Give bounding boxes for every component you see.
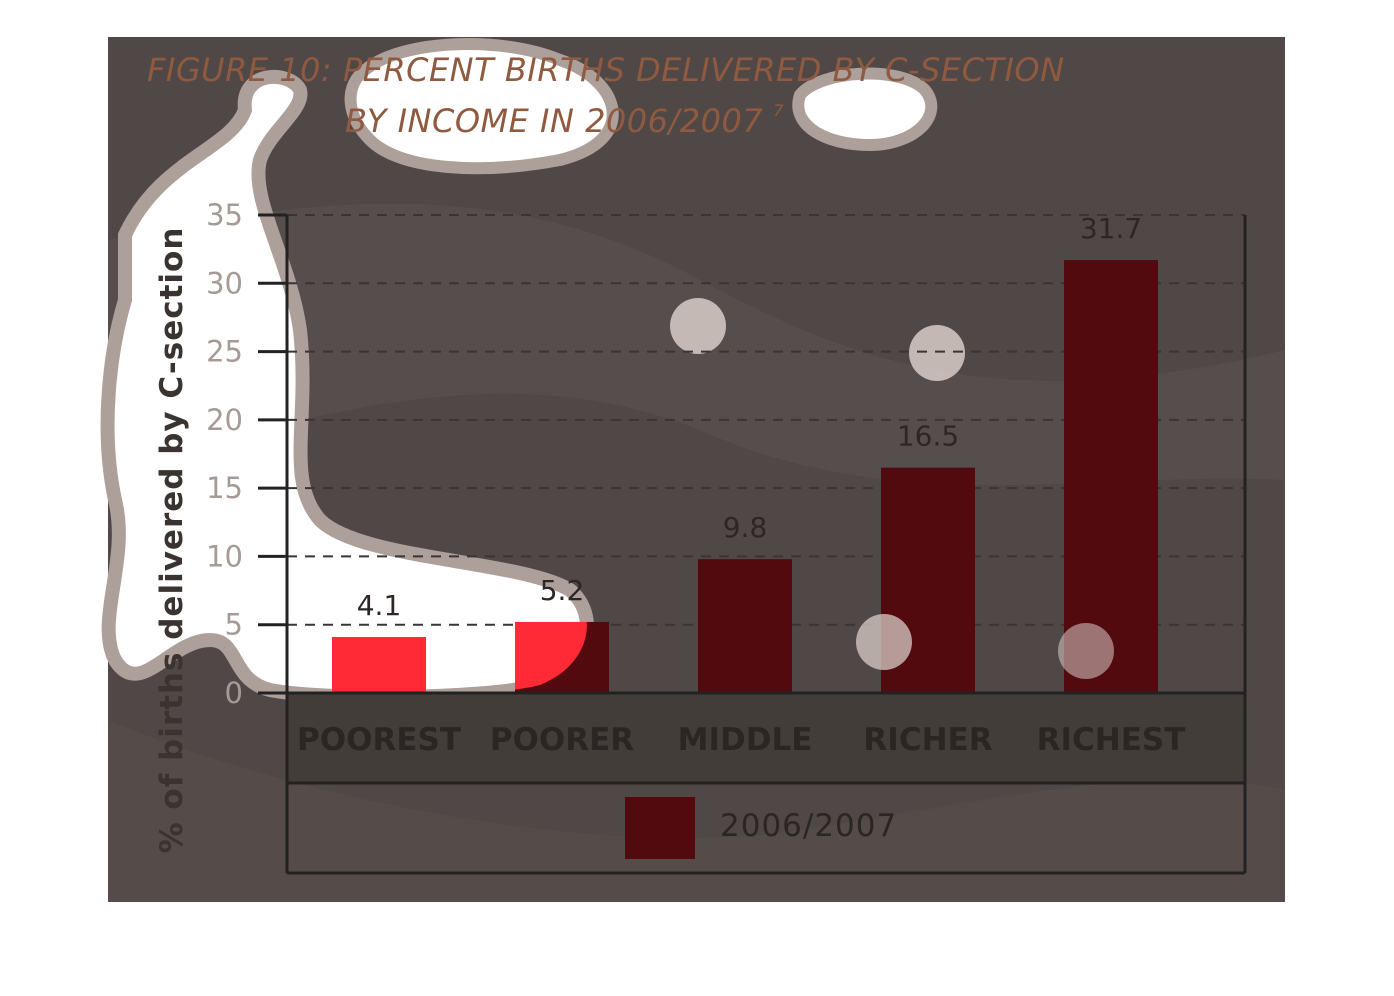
category-label: POOREST bbox=[297, 722, 461, 758]
y-tick-label: 15 bbox=[206, 471, 243, 505]
category-labels: POOREST POORER MIDDLE RICHER RICHEST bbox=[297, 722, 1185, 758]
chart-title-footnote: 7 bbox=[773, 101, 784, 120]
y-axis-ticks: 0 5 10 15 20 25 30 35 bbox=[206, 198, 287, 710]
data-label: 4.1 bbox=[357, 589, 402, 622]
category-label: MIDDLE bbox=[678, 722, 813, 758]
y-tick-label: 0 bbox=[225, 676, 243, 710]
legend-label: 2006/2007 bbox=[720, 808, 897, 844]
decorative-circles bbox=[856, 614, 1114, 679]
category-label: RICHEST bbox=[1037, 722, 1186, 758]
y-tick-label: 5 bbox=[225, 608, 243, 642]
bar bbox=[698, 559, 792, 693]
data-label: 9.8 bbox=[723, 511, 768, 544]
chart-title-line1: FIGURE 10: PERCENT BIRTHS DELIVERED BY C… bbox=[147, 51, 1065, 89]
bar bbox=[1064, 260, 1158, 693]
data-label: 16.5 bbox=[897, 420, 959, 453]
chart-title-line2: BY INCOME IN 2006/2007 7 bbox=[345, 101, 784, 140]
bar-highlights bbox=[332, 621, 587, 693]
category-label: POORER bbox=[490, 722, 634, 758]
y-tick-label: 35 bbox=[206, 198, 243, 232]
legend-swatch bbox=[625, 797, 695, 859]
chart-title-line2-text: BY INCOME IN 2006/2007 bbox=[345, 102, 763, 140]
highlight-overlay bbox=[332, 621, 587, 693]
y-tick-label: 25 bbox=[206, 335, 243, 369]
data-label: 5.2 bbox=[540, 574, 585, 607]
y-axis-label: % of births delivered by C-section bbox=[154, 227, 190, 854]
data-labels: 4.1 5.2 9.8 16.5 31.7 bbox=[357, 212, 1142, 622]
decorative-blobs bbox=[100, 38, 965, 704]
category-label: RICHER bbox=[863, 722, 992, 758]
data-label: 31.7 bbox=[1080, 212, 1142, 245]
bar-highlight bbox=[332, 637, 426, 693]
y-tick-label: 20 bbox=[206, 403, 243, 437]
y-tick-label: 30 bbox=[206, 266, 243, 300]
y-tick-label: 10 bbox=[206, 539, 243, 573]
category-strip bbox=[287, 693, 1244, 782]
